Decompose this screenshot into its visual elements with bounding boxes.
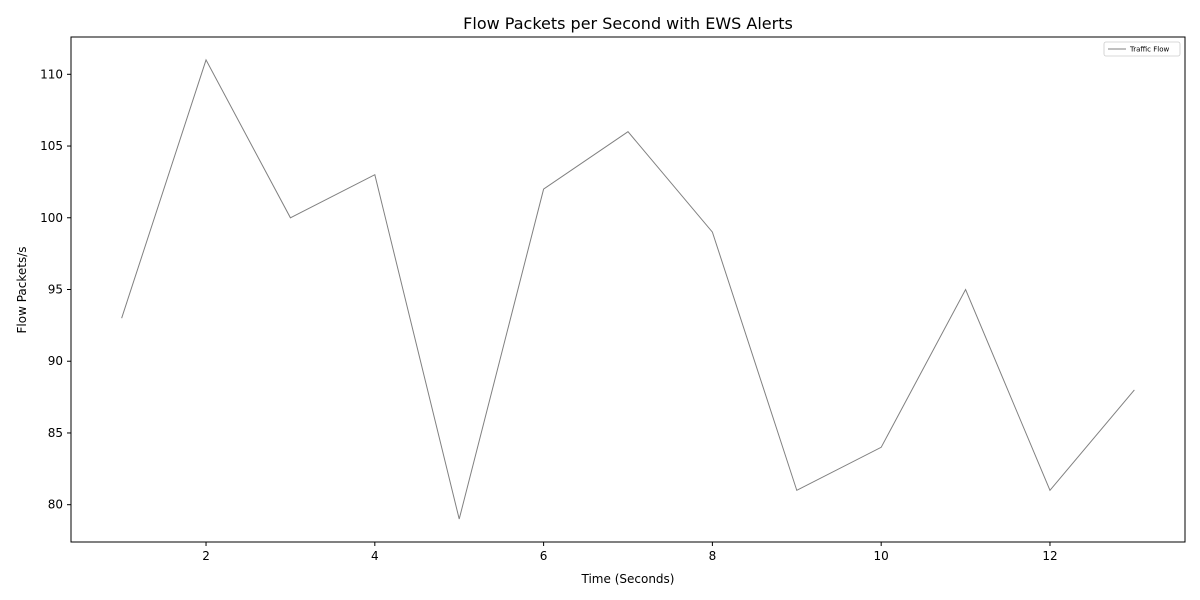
series-line-traffic-flow	[121, 58, 1135, 520]
x-tick-label: 10	[874, 549, 889, 563]
x-tick-label: 6	[540, 549, 548, 563]
y-axis-label: Flow Packets/s	[15, 246, 29, 333]
y-axis-ticks: 80 85 90 95 100 105 110	[40, 67, 71, 512]
x-tick-label: 4	[371, 549, 379, 563]
y-tick-label: 85	[48, 426, 63, 440]
legend: Traffic Flow	[1103, 41, 1181, 57]
y-tick-label: 110	[40, 67, 63, 81]
y-tick-label: 80	[48, 498, 63, 512]
x-axis-label: Time (Seconds)	[581, 572, 675, 586]
x-tick-label: 12	[1042, 549, 1057, 563]
chart-title: Flow Packets per Second with EWS Alerts	[463, 14, 793, 33]
y-tick-label: 90	[48, 354, 63, 368]
x-tick-label: 8	[709, 549, 717, 563]
x-axis-ticks: 2 4 6 8 10 12	[202, 542, 1058, 563]
plot-frame	[70, 36, 1186, 543]
legend-label-traffic-flow: Traffic Flow	[1129, 46, 1170, 54]
x-tick-label: 2	[202, 549, 210, 563]
y-tick-label: 105	[40, 139, 63, 153]
legend-box	[1103, 41, 1181, 57]
plot-area	[121, 58, 1135, 520]
y-tick-label: 100	[40, 211, 63, 225]
y-tick-label: 95	[48, 283, 63, 297]
